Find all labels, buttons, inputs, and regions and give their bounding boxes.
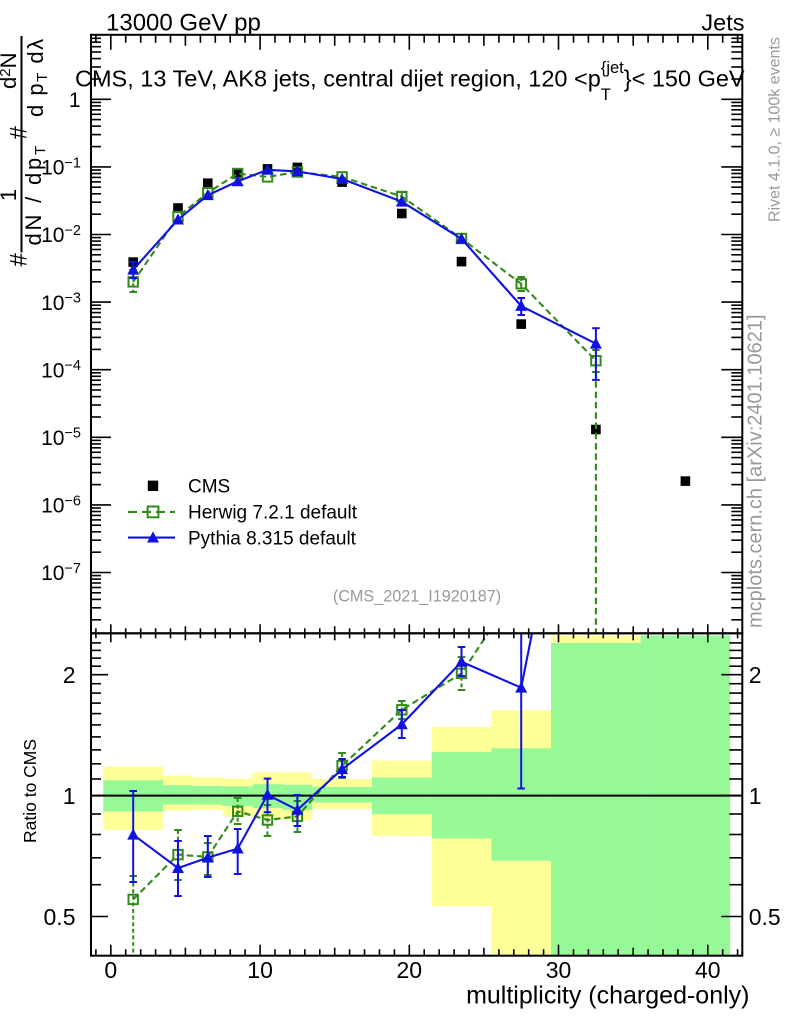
svg-text:2: 2 [749, 662, 762, 688]
svg-text:dN / dpT: dN / dpT [21, 143, 49, 246]
svg-text:#: # [6, 126, 33, 140]
svg-text:0.5: 0.5 [749, 904, 781, 930]
svg-text:(CMS_2021_I1920187): (CMS_2021_I1920187) [333, 588, 501, 606]
svg-text:Herwig 7.2.1 default: Herwig 7.2.1 default [188, 503, 358, 524]
svg-text:1: 1 [63, 783, 76, 809]
svg-text:d pT dλ: d pT dλ [23, 37, 51, 117]
svg-text:40: 40 [695, 957, 721, 983]
svg-text:1: 1 [69, 89, 81, 112]
svg-text:13000 GeV pp: 13000 GeV pp [106, 9, 261, 36]
svg-text:Ratio to CMS: Ratio to CMS [20, 739, 40, 843]
svg-text:30: 30 [546, 957, 572, 983]
svg-text:2: 2 [63, 662, 76, 688]
svg-text:Pythia 8.315 default: Pythia 8.315 default [188, 528, 357, 549]
svg-text:#: # [6, 253, 33, 267]
svg-text:Jets: Jets [701, 9, 744, 35]
svg-text:0: 0 [104, 957, 117, 983]
svg-text:1: 1 [749, 783, 762, 809]
svg-text:d2N: d2N [0, 53, 21, 89]
svg-text:10−2: 10−2 [41, 223, 81, 247]
svg-text:20: 20 [397, 957, 423, 983]
svg-text:10: 10 [247, 957, 273, 983]
svg-text:CMS: CMS [188, 477, 230, 498]
svg-text:multiplicity (charged-only): multiplicity (charged-only) [466, 981, 749, 1009]
svg-text:mcplots.cern.ch [arXiv:2401.10: mcplots.cern.ch [arXiv:2401.10621] [745, 314, 767, 628]
svg-text:1: 1 [0, 189, 21, 201]
svg-text:0.5: 0.5 [44, 904, 76, 930]
svg-text:Rivet 4.1.0, ≥ 100k events: Rivet 4.1.0, ≥ 100k events [767, 37, 784, 222]
